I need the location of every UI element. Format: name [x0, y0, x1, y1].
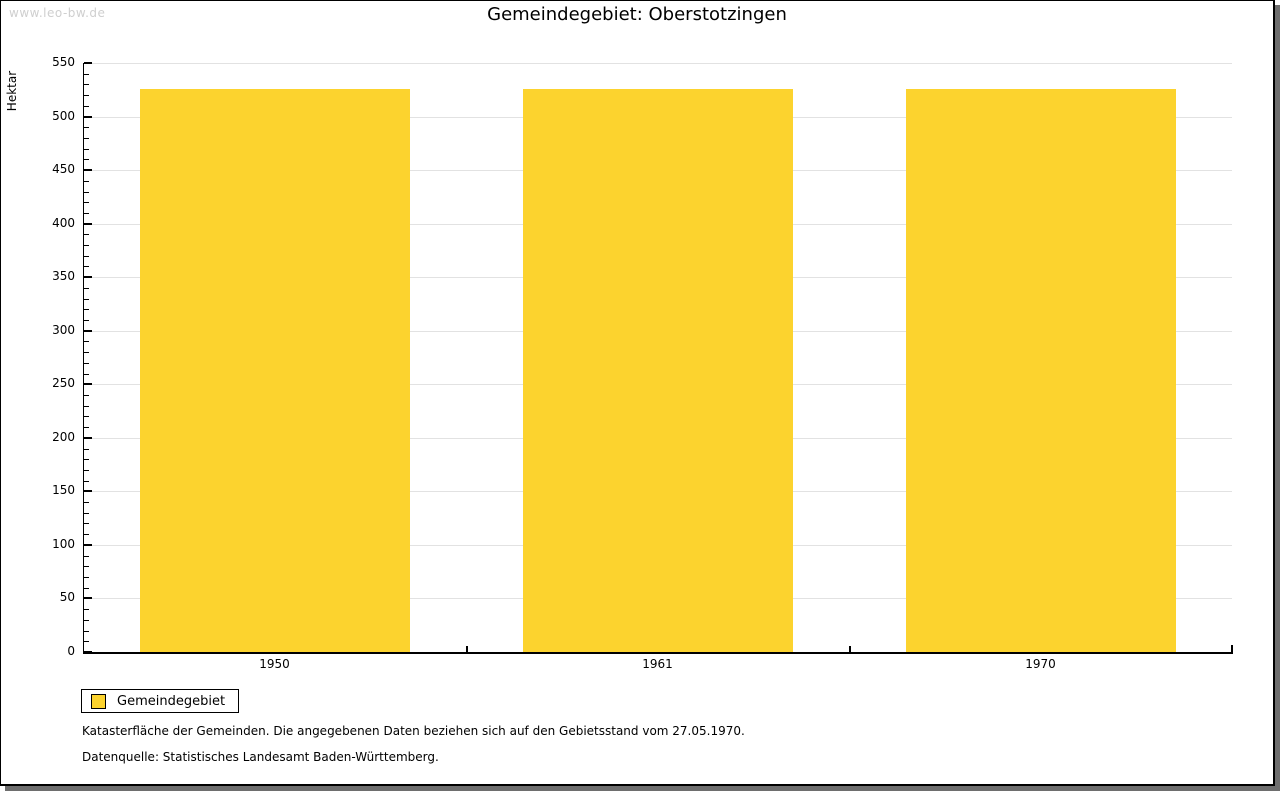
y-minor-tick — [84, 159, 89, 161]
y-major-tick — [84, 383, 92, 386]
legend-swatch-icon — [91, 693, 106, 709]
y-tick-label: 250 — [52, 376, 75, 391]
x-boundary-tick — [466, 646, 468, 652]
y-minor-tick — [84, 309, 89, 311]
bar-1950 — [139, 88, 410, 652]
y-tick-label: 450 — [52, 162, 75, 177]
y-minor-tick — [84, 137, 89, 139]
y-minor-tick — [84, 469, 89, 471]
y-minor-tick — [84, 148, 89, 150]
y-major-tick — [84, 169, 92, 172]
y-minor-tick — [84, 105, 89, 107]
y-minor-tick — [84, 394, 89, 396]
y-minor-tick — [84, 287, 89, 289]
y-tick-label: 300 — [52, 322, 75, 337]
x-tick-label: 1970 — [1025, 657, 1056, 671]
y-minor-tick — [84, 202, 89, 204]
y-minor-tick — [84, 298, 89, 300]
y-axis — [83, 63, 84, 654]
y-minor-tick — [84, 320, 89, 322]
x-axis — [83, 652, 1233, 654]
y-major-tick — [84, 490, 92, 493]
y-major-tick — [84, 62, 92, 64]
y-minor-tick — [84, 416, 89, 418]
y-minor-tick — [84, 212, 89, 214]
footnote-source: Datenquelle: Statistisches Landesamt Bad… — [82, 750, 439, 764]
y-tick-label: 50 — [59, 590, 75, 605]
y-minor-tick — [84, 255, 89, 257]
y-minor-tick — [84, 577, 89, 579]
x-end-tick — [1231, 645, 1233, 652]
y-minor-tick — [84, 341, 89, 343]
y-minor-tick — [84, 609, 89, 611]
y-minor-tick — [84, 566, 89, 568]
y-minor-tick — [84, 73, 89, 75]
watermark: www.leo-bw.de — [9, 6, 106, 20]
y-major-tick — [84, 222, 92, 225]
y-minor-tick — [84, 373, 89, 375]
y-minor-tick — [84, 234, 89, 236]
y-minor-tick — [84, 555, 89, 557]
y-minor-tick — [84, 427, 89, 429]
y-minor-tick — [84, 619, 89, 621]
y-tick-label: 400 — [52, 215, 75, 230]
y-tick-label: 200 — [52, 429, 75, 444]
y-minor-tick — [84, 362, 89, 364]
legend-label: Gemeindegebiet — [117, 693, 226, 709]
chart-title: Gemeindegebiet: Oberstotzingen — [487, 4, 787, 25]
y-major-tick — [84, 597, 92, 600]
y-tick-label: 150 — [52, 483, 75, 498]
y-minor-tick — [84, 191, 89, 193]
bar-1961 — [522, 88, 793, 652]
y-minor-tick — [84, 405, 89, 407]
x-tick-label: 1961 — [642, 657, 673, 671]
y-tick-label: 500 — [52, 108, 75, 123]
y-tick-label: 550 — [52, 55, 75, 69]
y-major-tick — [84, 436, 92, 439]
y-minor-tick — [84, 266, 89, 268]
y-minor-tick — [84, 512, 89, 514]
y-minor-tick — [84, 630, 89, 632]
y-minor-tick — [84, 448, 89, 450]
y-major-tick — [84, 651, 92, 653]
y-minor-tick — [84, 587, 89, 589]
x-tick-label: 1950 — [259, 657, 290, 671]
y-major-tick — [84, 329, 92, 332]
y-minor-tick — [84, 534, 89, 536]
bar-1970 — [905, 88, 1176, 652]
legend: Gemeindegebiet — [81, 689, 240, 713]
y-minor-tick — [84, 352, 89, 354]
y-gridline — [84, 63, 1232, 64]
footnote-description: Katasterfläche der Gemeinden. Die angege… — [82, 724, 745, 738]
y-tick-label: 100 — [52, 536, 75, 551]
y-minor-tick — [84, 502, 89, 504]
y-minor-tick — [84, 84, 89, 86]
y-minor-tick — [84, 127, 89, 129]
y-minor-tick — [84, 523, 89, 525]
x-boundary-tick — [849, 646, 851, 652]
y-minor-tick — [84, 95, 89, 97]
y-minor-tick — [84, 459, 89, 461]
y-major-tick — [84, 115, 92, 118]
y-minor-tick — [84, 180, 89, 182]
y-minor-tick — [84, 245, 89, 247]
y-tick-label: 0 — [67, 644, 75, 658]
y-minor-tick — [84, 641, 89, 643]
y-minor-tick — [84, 480, 89, 482]
y-tick-label: 350 — [52, 269, 75, 284]
y-major-tick — [84, 543, 92, 546]
y-major-tick — [84, 276, 92, 279]
